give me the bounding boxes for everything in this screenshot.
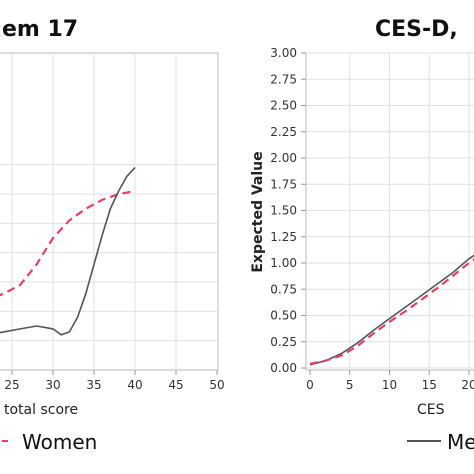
right-x-tick-label: 0 xyxy=(306,378,314,392)
right-y-tick-label: 1.75 xyxy=(270,177,297,191)
left-grid xyxy=(0,53,218,370)
left-x-tick-label: 50 xyxy=(209,378,224,392)
left-x-ticks: 25 30 35 40 45 50 xyxy=(4,370,225,392)
left-x-tick-label: 40 xyxy=(127,378,142,392)
right-x-axis-label: CES xyxy=(417,402,445,418)
legend-men-label: Me xyxy=(447,430,474,454)
right-y-tick-label: 1.00 xyxy=(270,256,297,270)
right-y-tick-label: 3.00 xyxy=(270,46,297,60)
left-chart-title: em 17 xyxy=(2,17,78,42)
right-series-men xyxy=(309,254,474,366)
right-y-tick-label: 2.50 xyxy=(270,99,297,113)
right-series-lines xyxy=(309,254,474,366)
left-x-tick-label: 25 xyxy=(4,378,19,392)
left-x-axis-label: total score xyxy=(4,402,78,418)
left-chart: em 17 25 30 35 40 45 50 total score Women xyxy=(0,17,225,454)
left-x-tick-label: 30 xyxy=(45,378,60,392)
right-y-tick-label: 2.75 xyxy=(270,72,297,86)
right-x-tick-label: 5 xyxy=(346,378,354,392)
right-x-tick-label: 20 xyxy=(461,378,474,392)
right-y-axis-label: Expected Value xyxy=(250,151,266,272)
left-series-lines xyxy=(0,167,136,336)
right-y-tick-label: 1.50 xyxy=(270,204,297,218)
right-chart-title: CES-D, xyxy=(375,17,458,42)
legend-women-label: Women xyxy=(22,430,97,454)
right-x-tick-label: 15 xyxy=(422,378,437,392)
right-chart: CES-D, 0.00 0.25 0.50 0.75 1.00 1.25 1.50 1.75 2… xyxy=(250,17,474,454)
right-y-ticks: 0.00 0.25 0.50 0.75 1.00 1.25 1.50 1.75 2.00 2.25… xyxy=(270,46,306,375)
right-y-tick-label: 2.25 xyxy=(270,125,297,139)
left-series-women xyxy=(0,190,136,297)
right-series-women xyxy=(309,258,474,365)
right-y-tick-label: 0.00 xyxy=(270,361,297,375)
right-y-tick-label: 2.00 xyxy=(270,151,297,165)
right-y-tick-label: 0.50 xyxy=(270,309,297,323)
right-x-tick-label: 10 xyxy=(382,378,397,392)
right-grid xyxy=(306,52,474,370)
left-x-tick-label: 45 xyxy=(168,378,183,392)
right-y-tick-label: 0.75 xyxy=(270,282,297,296)
right-y-tick-label: 1.25 xyxy=(270,230,297,244)
right-x-ticks: 0 5 10 15 20 xyxy=(306,370,474,392)
right-y-tick-label: 0.25 xyxy=(270,335,297,349)
left-x-tick-label: 35 xyxy=(86,378,101,392)
left-series-men xyxy=(0,167,136,336)
